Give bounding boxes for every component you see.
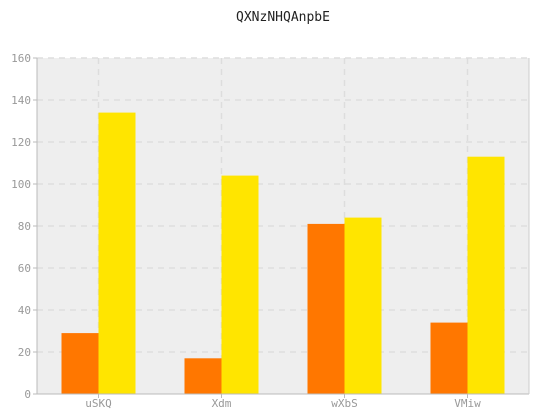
- y-tick-label: 160: [11, 52, 31, 65]
- x-tick-label: wXbS: [331, 397, 358, 410]
- y-tick-labels: 0 20 40 60 80 100 120 140 160: [11, 52, 37, 401]
- y-tick-label: 100: [11, 178, 31, 191]
- y-tick-label: 0: [24, 388, 31, 401]
- y-tick-label: 60: [18, 262, 31, 275]
- x-tick-labels: uSKQ Xdm wXbS VMiw: [85, 394, 481, 410]
- y-tick-label: 20: [18, 346, 31, 359]
- x-tick-label: Xdm: [212, 397, 232, 410]
- bars: [61, 112, 505, 394]
- bar-series1-VMiw: [430, 322, 468, 394]
- bar-series2-uSKQ: [98, 112, 136, 394]
- x-tick-label: uSKQ: [85, 397, 112, 410]
- y-tick-label: 80: [18, 220, 31, 233]
- bar-series2-Xdm: [221, 175, 259, 394]
- bar-series1-Xdm: [184, 358, 222, 394]
- bar-series1-wXbS: [307, 223, 345, 394]
- y-tick-label: 40: [18, 304, 31, 317]
- chart-title: QXNzNHQAnpbE: [236, 10, 330, 25]
- x-tick-label: VMiw: [454, 397, 481, 410]
- bar-series2-VMiw: [467, 156, 505, 394]
- bar-series1-uSKQ: [61, 333, 99, 394]
- y-tick-label: 120: [11, 136, 31, 149]
- y-tick-label: 140: [11, 94, 31, 107]
- bar-series2-wXbS: [344, 217, 382, 394]
